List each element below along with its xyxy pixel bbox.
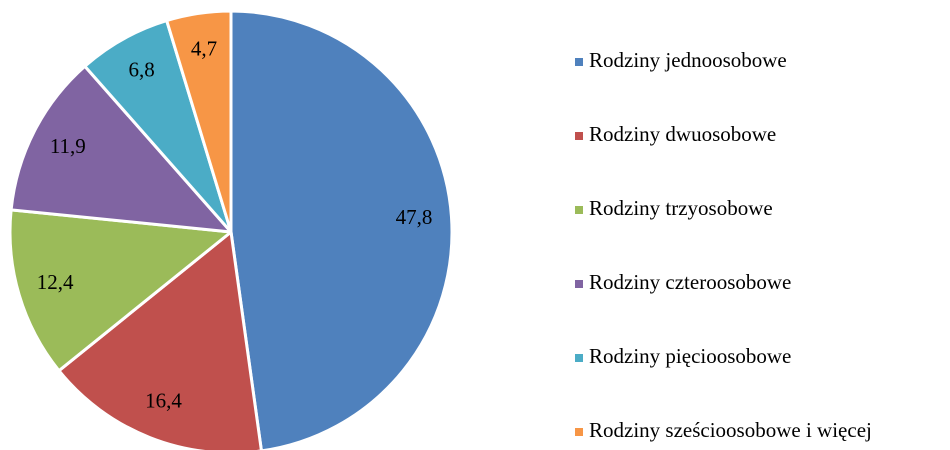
data-label: 11,9: [50, 134, 86, 158]
data-label: 4,7: [191, 36, 217, 60]
pie-slice: [229, 9, 454, 450]
data-label: 6,8: [128, 58, 154, 82]
legend-label: Rodziny dwuosobowe: [589, 122, 776, 146]
data-label: 47,8: [396, 205, 433, 229]
pie-slice: [9, 64, 233, 234]
legend-marker: [575, 206, 583, 214]
legend-marker: [575, 354, 583, 362]
legend-label: Rodziny pięcioosobowe: [589, 344, 791, 368]
legend-label: Rodziny czteroosobowe: [589, 270, 791, 294]
pie-slice: [57, 230, 263, 450]
legend-marker: [575, 428, 583, 436]
pie-slice: [165, 9, 233, 234]
legend-label: Rodziny jednoosobowe: [589, 48, 787, 72]
data-label: 16,4: [145, 388, 182, 412]
pie-slice: [8, 208, 233, 373]
legend-label: Rodziny sześcioosobowe i więcej: [589, 418, 872, 442]
legend-marker: [575, 132, 583, 140]
legend-marker: [575, 58, 583, 66]
data-label: 12,4: [37, 270, 74, 294]
legend-marker: [575, 280, 583, 288]
legend-label: Rodziny trzyosobowe: [589, 196, 773, 220]
